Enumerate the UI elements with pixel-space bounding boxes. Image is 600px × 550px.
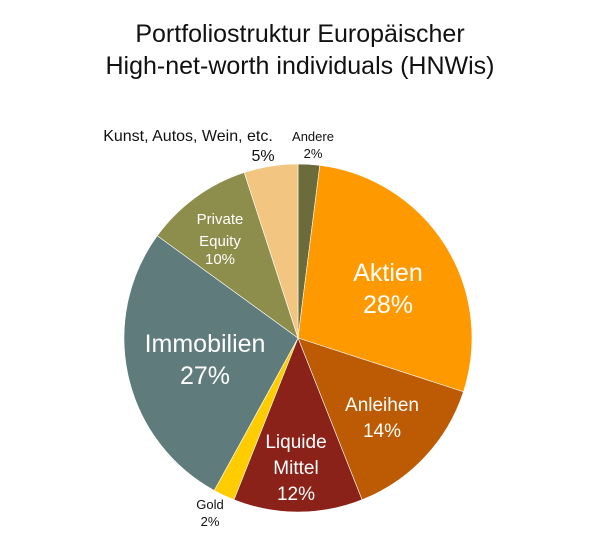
- slice-value-label: 27%: [180, 362, 230, 390]
- slice-value-label: 5%: [251, 148, 274, 165]
- chart-title-line-2: High-net-worth individuals (HNWis): [105, 52, 495, 80]
- slice-value-label: 12%: [277, 484, 315, 505]
- pie-slice-private-equity: [156, 172, 299, 339]
- slice-label: Private: [197, 211, 244, 228]
- pie-slice-kunst-autos-wein-etc: [243, 163, 299, 339]
- slice-label: Gold: [196, 497, 223, 512]
- slice-label: Aktien: [353, 259, 422, 287]
- slice-label: Kunst, Autos, Wein, etc.: [103, 128, 273, 145]
- pie-slice-aktien: [297, 165, 473, 393]
- pie-slice-anleihen: [297, 337, 464, 501]
- pie-slice-liquide-mittel: [233, 337, 363, 513]
- slice-label: Andere: [292, 129, 334, 144]
- pie-slice-immobilien: [123, 235, 299, 491]
- slice-value-label: 14%: [363, 421, 401, 442]
- slice-label: Anleihen: [345, 395, 419, 416]
- slice-value-label: 2%: [304, 146, 323, 161]
- slice-label: Mittel: [273, 458, 318, 479]
- slice-label: Liquide: [265, 432, 326, 453]
- slice-value-label: 28%: [363, 291, 413, 319]
- slice-value-label: 2%: [201, 514, 220, 529]
- slice-label: Immobilien: [145, 330, 266, 358]
- slice-label: Equity: [199, 233, 241, 250]
- chart-title-line-1: Portfoliostruktur Europäischer: [135, 20, 465, 48]
- slice-value-label: 10%: [205, 251, 235, 268]
